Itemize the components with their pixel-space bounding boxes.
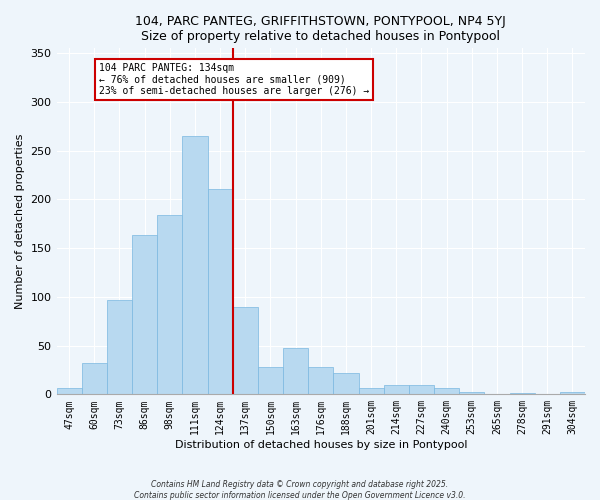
Bar (157, 215, 182, 394)
Bar (82, 363, 107, 394)
Bar (233, 306, 258, 394)
Bar (434, 388, 459, 394)
Bar (383, 384, 409, 394)
Y-axis label: Number of detached properties: Number of detached properties (15, 134, 25, 309)
Bar (56, 388, 82, 394)
Bar (359, 388, 383, 394)
Text: Contains HM Land Registry data © Crown copyright and database right 2025.
Contai: Contains HM Land Registry data © Crown c… (134, 480, 466, 500)
Bar (283, 348, 308, 395)
Title: 104, PARC PANTEG, GRIFFITHSTOWN, PONTYPOOL, NP4 5YJ
Size of property relative to: 104, PARC PANTEG, GRIFFITHSTOWN, PONTYPO… (136, 15, 506, 43)
Bar (308, 367, 334, 394)
Bar (258, 367, 283, 394)
Bar (459, 392, 484, 394)
Bar (107, 300, 132, 394)
Bar (182, 136, 208, 394)
X-axis label: Distribution of detached houses by size in Pontypool: Distribution of detached houses by size … (175, 440, 467, 450)
Bar (208, 188, 233, 394)
Text: 104 PARC PANTEG: 134sqm
← 76% of detached houses are smaller (909)
23% of semi-d: 104 PARC PANTEG: 134sqm ← 76% of detache… (100, 63, 370, 96)
Bar (334, 373, 359, 394)
Bar (560, 392, 585, 394)
Bar (409, 384, 434, 394)
Bar (132, 236, 157, 394)
